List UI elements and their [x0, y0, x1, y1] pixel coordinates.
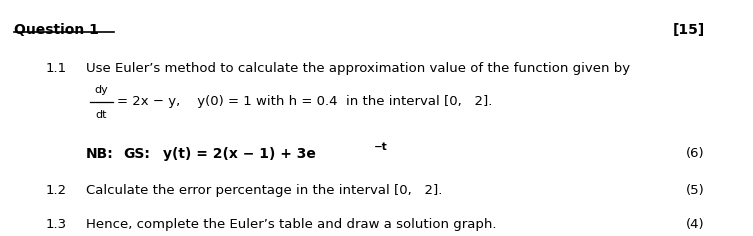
Text: dy: dy: [95, 84, 108, 95]
Text: y(t) = 2(x − 1) + 3e: y(t) = 2(x − 1) + 3e: [163, 147, 316, 161]
Text: NB:: NB:: [86, 147, 113, 161]
Text: [15]: [15]: [672, 23, 705, 37]
Text: Use Euler’s method to calculate the approximation value of the function given by: Use Euler’s method to calculate the appr…: [86, 62, 630, 75]
Text: −t: −t: [373, 142, 387, 152]
Text: GS:: GS:: [123, 147, 151, 161]
Text: (6): (6): [686, 147, 705, 160]
Text: dt: dt: [96, 110, 107, 120]
Text: 1.3: 1.3: [46, 218, 67, 231]
Text: Question 1: Question 1: [14, 23, 99, 37]
Text: Calculate the error percentage in the interval [0,   2].: Calculate the error percentage in the in…: [86, 184, 442, 197]
Text: 1.1: 1.1: [46, 62, 67, 75]
Text: = 2x − y,    y(0) = 1 with h = 0.4  in the interval [0,   2].: = 2x − y, y(0) = 1 with h = 0.4 in the i…: [117, 95, 492, 108]
Text: 1.2: 1.2: [46, 184, 67, 197]
Text: (5): (5): [686, 184, 705, 197]
Text: Hence, complete the Euler’s table and draw a solution graph.: Hence, complete the Euler’s table and dr…: [86, 218, 496, 231]
Text: (4): (4): [686, 218, 705, 231]
